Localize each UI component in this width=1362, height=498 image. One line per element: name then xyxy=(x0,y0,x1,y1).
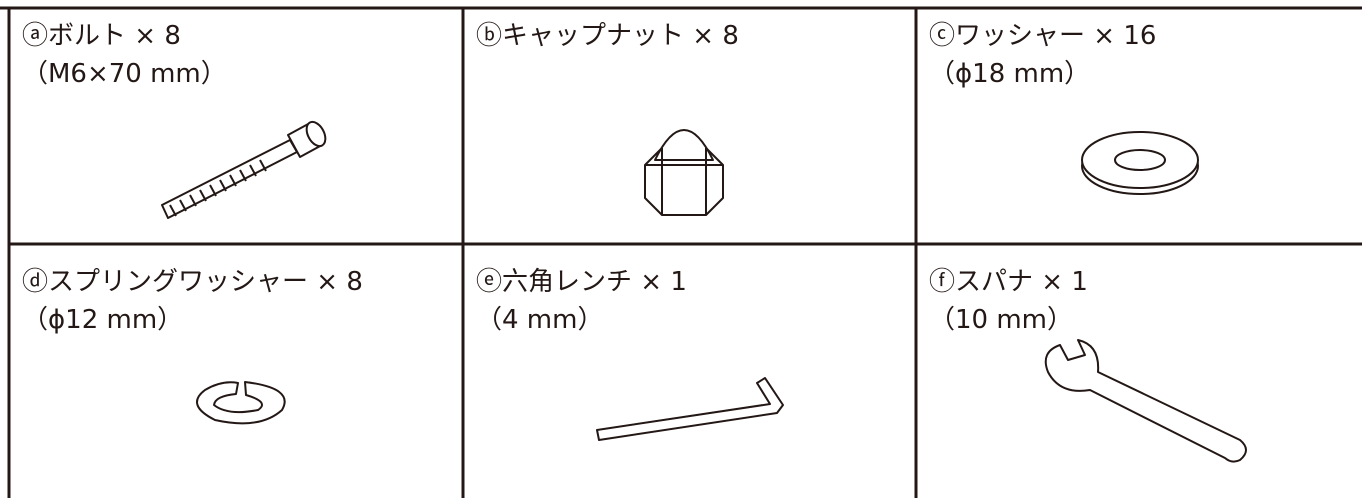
bolt-icon xyxy=(161,120,327,219)
item-spec: （M6×70 mm） xyxy=(22,59,227,89)
spanner-icon xyxy=(1044,339,1247,463)
item-label: ⓒワッシャー × 16 xyxy=(929,21,1156,51)
washer-icon xyxy=(1081,131,1199,195)
hex-wrench-icon xyxy=(596,377,784,441)
item-label: ⓓスプリングワッシャー × 8 xyxy=(22,267,363,297)
table-lines xyxy=(0,6,1362,498)
item-spec: （4 mm） xyxy=(476,305,603,335)
spring-washer-icon xyxy=(196,381,286,425)
item-label: ⓔ六角レンチ × 1 xyxy=(476,267,687,297)
item-label: ⓕスパナ × 1 xyxy=(929,267,1088,297)
item-spec: （ϕ12 mm） xyxy=(22,305,183,335)
cap-nut-icon xyxy=(644,129,724,216)
item-label: ⓐボルト × 8 xyxy=(22,21,181,51)
item-spec: （10 mm） xyxy=(929,305,1073,335)
item-spec: （ϕ18 mm） xyxy=(929,59,1090,89)
item-label: ⓑキャップナット × 8 xyxy=(476,21,739,51)
